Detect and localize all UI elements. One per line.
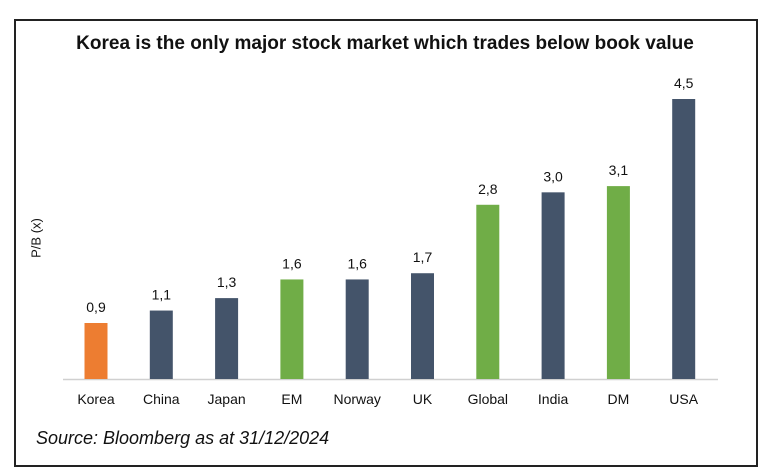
bar-india <box>541 192 565 379</box>
bar-em <box>280 279 304 379</box>
bar-dm <box>606 186 630 379</box>
bar-china <box>149 310 173 379</box>
source-note: Source: Bloomberg as at 31/12/2024 <box>36 428 330 448</box>
x-tick-label-dm: DM <box>608 391 630 407</box>
data-label-dm: 3,1 <box>609 162 629 178</box>
bar-korea <box>84 323 108 379</box>
x-tick-label-india: India <box>538 391 569 407</box>
chart-title: Korea is the only major stock market whi… <box>76 33 694 54</box>
bar-uk <box>411 273 434 379</box>
chart-frame <box>14 19 758 467</box>
data-label-global: 2,8 <box>478 181 498 197</box>
data-label-japan: 1,3 <box>217 274 237 290</box>
data-label-india: 3,0 <box>543 168 563 184</box>
x-tick-label-norway: Norway <box>333 391 380 407</box>
x-tick-label-uk: UK <box>413 391 433 407</box>
x-tick-label-usa: USA <box>669 391 698 407</box>
data-label-usa: 4,5 <box>674 75 694 91</box>
data-label-korea: 0,9 <box>86 299 106 315</box>
data-label-em: 1,6 <box>282 255 302 271</box>
bar-usa <box>672 99 696 379</box>
x-tick-label-em: EM <box>281 391 302 407</box>
bar-japan <box>215 298 239 379</box>
x-tick-label-china: China <box>143 391 180 407</box>
x-tick-label-korea: Korea <box>77 391 115 407</box>
bar-norway <box>345 279 369 379</box>
data-label-uk: 1,7 <box>413 249 433 265</box>
bar-global <box>476 204 500 379</box>
x-tick-label-japan: Japan <box>208 391 246 407</box>
x-tick-label-global: Global <box>468 391 508 407</box>
data-label-china: 1,1 <box>152 287 172 303</box>
data-label-norway: 1,6 <box>347 255 367 271</box>
